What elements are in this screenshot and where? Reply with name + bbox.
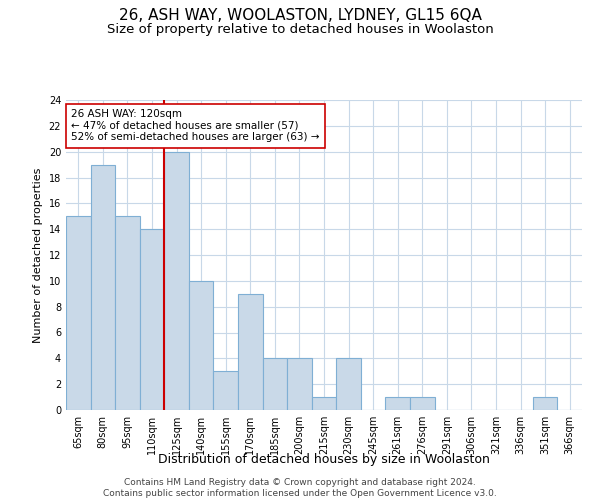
Text: 26 ASH WAY: 120sqm
← 47% of detached houses are smaller (57)
52% of semi-detache: 26 ASH WAY: 120sqm ← 47% of detached hou… [71, 110, 320, 142]
Bar [164, 152, 189, 410]
Bar [385, 397, 410, 410]
Bar [214, 371, 238, 410]
Bar [336, 358, 361, 410]
Bar [312, 397, 336, 410]
Bar [66, 216, 91, 410]
Bar [410, 397, 434, 410]
Bar [287, 358, 312, 410]
Y-axis label: Number of detached properties: Number of detached properties [33, 168, 43, 342]
Text: Distribution of detached houses by size in Woolaston: Distribution of detached houses by size … [158, 452, 490, 466]
Bar [238, 294, 263, 410]
Bar [115, 216, 140, 410]
Bar [91, 164, 115, 410]
Bar [189, 281, 214, 410]
Text: Contains HM Land Registry data © Crown copyright and database right 2024.
Contai: Contains HM Land Registry data © Crown c… [103, 478, 497, 498]
Bar [263, 358, 287, 410]
Text: 26, ASH WAY, WOOLASTON, LYDNEY, GL15 6QA: 26, ASH WAY, WOOLASTON, LYDNEY, GL15 6QA [119, 8, 481, 22]
Text: Size of property relative to detached houses in Woolaston: Size of property relative to detached ho… [107, 22, 493, 36]
Bar [140, 229, 164, 410]
Bar [533, 397, 557, 410]
